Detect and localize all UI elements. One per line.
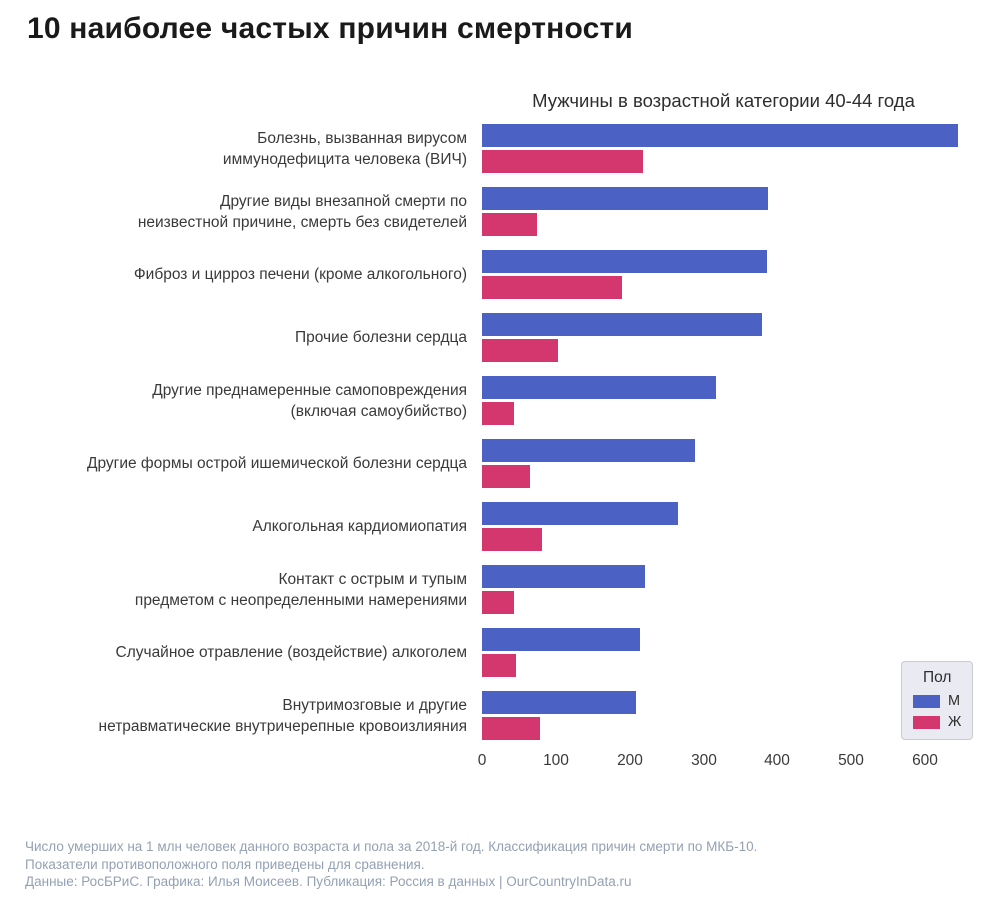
bar-group — [482, 376, 982, 425]
bar-М — [482, 691, 636, 714]
legend-swatch-М — [913, 694, 940, 708]
bar-Ж — [482, 465, 530, 488]
bar-М — [482, 313, 762, 336]
bar-М — [482, 250, 767, 273]
bar-Ж — [482, 402, 514, 425]
bar-Ж — [482, 213, 537, 236]
x-tick-label: 400 — [764, 752, 790, 769]
bar-group — [482, 124, 982, 173]
bar-М — [482, 187, 768, 210]
bar-group — [482, 250, 982, 299]
bar-group — [482, 313, 982, 362]
bar-Ж — [482, 591, 514, 614]
category-label: Прочие болезни сердца — [295, 329, 467, 346]
bar-group — [482, 187, 982, 236]
bar-М — [482, 439, 695, 462]
chart-row: Другие виды внезапной смерти по неизвест… — [0, 187, 982, 236]
bar-group — [482, 565, 982, 614]
chart-row: Контакт с острым и тупым предметом с нео… — [0, 565, 982, 614]
bar-Ж — [482, 528, 542, 551]
legend-item: М — [913, 693, 961, 709]
footer-line-2: Показатели противоположного поля приведе… — [25, 856, 425, 872]
legend-item: Ж — [913, 714, 961, 730]
chart-row: Случайное отравление (воздействие) алког… — [0, 628, 982, 677]
legend-label: М — [948, 693, 961, 709]
chart-row: Фиброз и цирроз печени (кроме алкогольно… — [0, 250, 982, 299]
chart-row: Алкогольная кардиомиопатия — [0, 502, 982, 551]
category-label: Алкогольная кардиомиопатия — [252, 518, 467, 535]
category-label: Другие преднамеренные самоповреждения (в… — [152, 381, 467, 420]
chart-row: Болезнь, вызванная вирусом иммунодефицит… — [0, 124, 982, 173]
category-label: Другие формы острой ишемической болезни … — [86, 455, 467, 472]
x-tick-label: 200 — [617, 752, 643, 769]
x-tick-label: 300 — [691, 752, 717, 769]
bar-group — [482, 628, 982, 677]
chart-subtitle: Мужчины в возрастной категории 40-44 год… — [532, 90, 915, 111]
footer-line-3: Данные: РосБРиС. Графика: Илья Моисеев. … — [25, 874, 632, 889]
x-tick-label: 500 — [838, 752, 864, 769]
category-label: Контакт с острым и тупым предметом с нео… — [134, 570, 467, 609]
bar-Ж — [482, 654, 516, 677]
category-label: Случайное отравление (воздействие) алког… — [115, 644, 468, 661]
footer-line-1: Число умерших на 1 млн человек данного в… — [25, 839, 758, 854]
bar-Ж — [482, 276, 622, 299]
x-axis: 0 100 200 300 400 500 600 — [478, 752, 982, 772]
bar-М — [482, 124, 958, 147]
chart-row: Другие формы острой ишемической болезни … — [0, 439, 982, 488]
category-label: Другие виды внезапной смерти по неизвест… — [137, 192, 467, 231]
category-label: Внутримозговые и другие нетравматические… — [98, 696, 467, 735]
bar-М — [482, 565, 645, 588]
bar-group — [482, 502, 982, 551]
bar-Ж — [482, 717, 540, 740]
footer: Число умерших на 1 млн человек данного в… — [25, 838, 757, 891]
bar-Ж — [482, 150, 643, 173]
legend-swatch-Ж — [913, 715, 940, 729]
x-tick-label: 600 — [912, 752, 938, 769]
chart-row: Прочие болезни сердца — [0, 313, 982, 362]
bar-М — [482, 376, 716, 399]
bar-М — [482, 502, 678, 525]
bar-Ж — [482, 339, 558, 362]
chart-title: 10 наиболее частых причин смертности — [27, 12, 633, 45]
legend-title: Пол — [922, 669, 952, 686]
legend-label: Ж — [948, 714, 962, 730]
chart-row: Внутримозговые и другие нетравматические… — [0, 691, 982, 740]
category-label: Фиброз и цирроз печени (кроме алкогольно… — [133, 266, 467, 283]
chart-row: Другие преднамеренные самоповреждения (в… — [0, 376, 982, 425]
x-tick-label: 100 — [543, 752, 569, 769]
bar-group — [482, 691, 982, 740]
chart-rows: Болезнь, вызванная вирусом иммунодефицит… — [0, 124, 982, 754]
bar-group — [482, 439, 982, 488]
category-label: Болезнь, вызванная вирусом иммунодефицит… — [222, 129, 467, 168]
bar-М — [482, 628, 640, 651]
x-tick-label: 0 — [477, 752, 487, 769]
